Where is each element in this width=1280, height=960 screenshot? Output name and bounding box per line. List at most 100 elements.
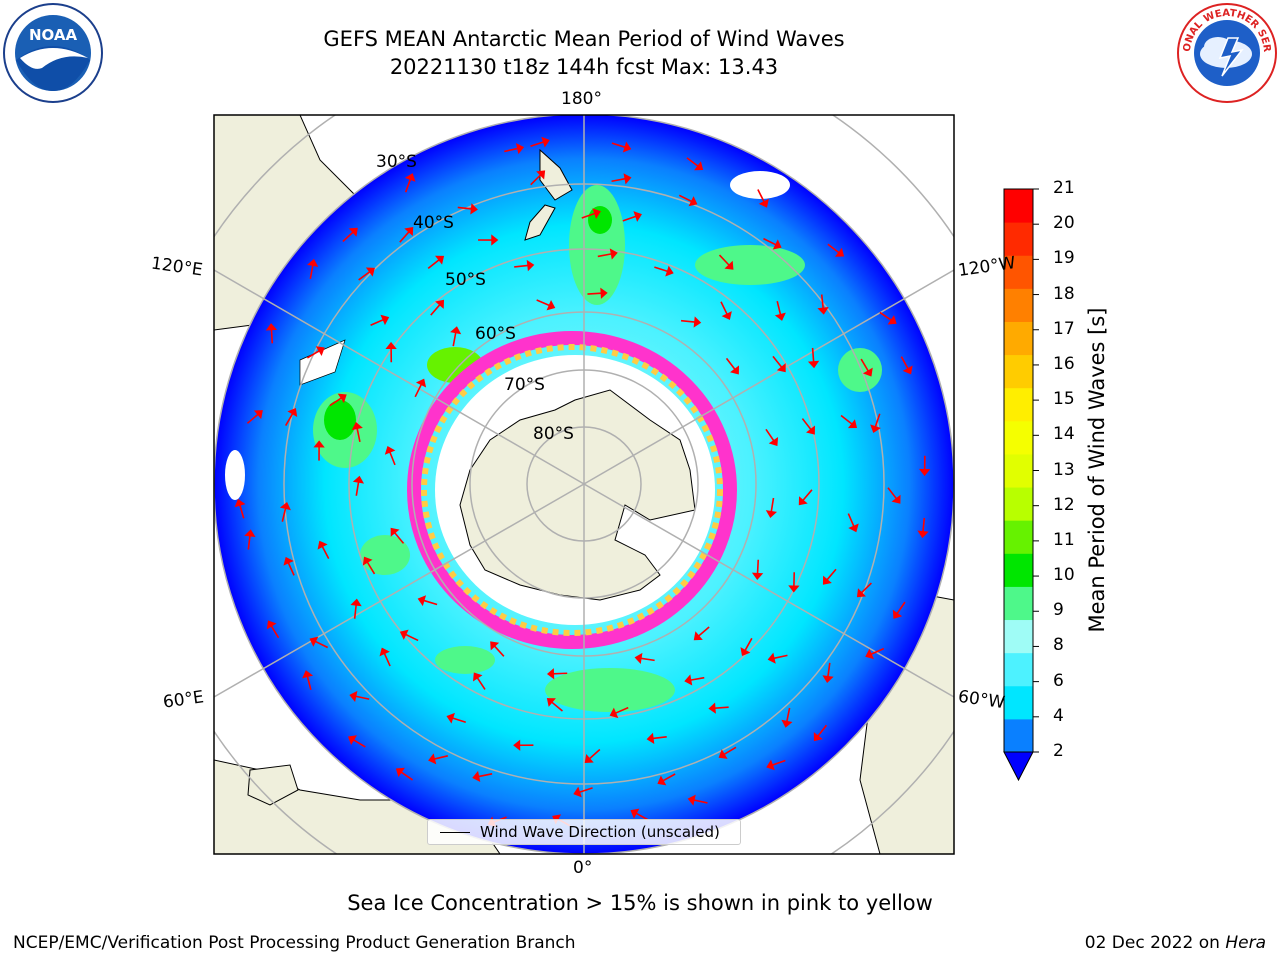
wave-direction-arrow <box>714 706 729 710</box>
wave-direction-arrow <box>246 413 259 424</box>
wave-direction-arrow <box>414 383 423 398</box>
wave-direction-arrow <box>847 513 855 527</box>
wind-wave-arrows <box>234 136 931 828</box>
wave-direction-arrowhead <box>404 173 416 182</box>
wave-direction-arrowhead <box>665 265 674 277</box>
wave-direction-arrow <box>306 676 312 691</box>
wave-direction-arrow <box>309 264 314 280</box>
wave-direction-arrowhead <box>657 775 667 786</box>
wave-direction-arrow <box>693 799 708 804</box>
wave-direction-arrow <box>615 706 629 714</box>
wave-direction-arrow <box>356 428 361 443</box>
wave-direction-arrow <box>287 562 295 576</box>
wave-direction-arrowhead <box>856 588 866 598</box>
wave-direction-arrowhead <box>380 314 390 326</box>
colorbar-tick-label: 16 <box>1053 353 1075 374</box>
wave-direction-arrowhead <box>902 365 913 375</box>
nws-logo: NATIONAL WEATHER SERVICE <box>1176 2 1277 103</box>
wave-direction-arrow <box>827 662 831 677</box>
sea-ice-note: Sea Ice Concentration > 15% is shown in … <box>347 891 933 915</box>
wave-direction-arrowhead <box>279 501 291 511</box>
wave-direction-arrow <box>725 357 736 370</box>
wave-direction-arrowhead <box>721 311 732 320</box>
wave-direction-arrowhead <box>470 203 478 215</box>
colorbar-bin <box>1004 387 1033 422</box>
colorbar-bin <box>1004 685 1033 720</box>
wave-direction-arrow <box>786 707 791 722</box>
colorbar-tick-label: 11 <box>1053 529 1075 550</box>
wave-direction-arrowhead <box>630 808 640 819</box>
wave-direction-arrowhead <box>622 141 632 153</box>
colorbar-bin <box>1004 354 1033 389</box>
colorbar-under-arrow <box>1003 751 1034 782</box>
wave-direction-arrow <box>536 299 550 307</box>
wave-direction-arrowhead <box>847 419 858 429</box>
wave-direction-arrow <box>765 428 775 442</box>
wave-direction-arrow <box>476 677 486 690</box>
wave-direction-arrow <box>690 676 705 681</box>
wave-direction-arrow <box>452 332 457 347</box>
wave-direction-arrow <box>530 141 545 147</box>
wave-direction-arrow <box>887 487 898 500</box>
colorbar-bin <box>1004 487 1033 521</box>
colorbar-tick-label: 10 <box>1053 565 1075 586</box>
colorbar-tick-label: 21 <box>1053 178 1075 198</box>
wave-direction-arrowhead <box>774 312 786 321</box>
wave-direction-arrowhead <box>708 702 716 714</box>
chart-title: GEFS MEAN Antarctic Mean Period of Wind … <box>323 27 845 51</box>
wave-direction-arrow <box>723 746 737 756</box>
wave-direction-arrowhead <box>450 326 462 335</box>
wave-direction-arrowhead <box>694 161 704 171</box>
wave-direction-arrowhead <box>399 629 409 640</box>
wave-direction-arrowhead <box>234 498 246 508</box>
wave-direction-arrow <box>772 355 783 368</box>
wave-direction-arrowhead <box>765 510 777 518</box>
colorbar-bin <box>1004 288 1033 322</box>
lat-label-70s: 70°S <box>504 375 545 395</box>
wave-direction-arrow <box>579 787 593 793</box>
wave-direction-arrow <box>870 647 885 655</box>
wave-direction-arrow <box>400 771 414 781</box>
wave-direction-arrow <box>896 601 906 615</box>
lon-label-0: 0° <box>573 858 593 878</box>
wave-direction-arrow <box>587 292 602 295</box>
wave-direction-arrow <box>757 189 765 203</box>
wave-direction-arrow <box>697 626 710 637</box>
wave-direction-arrow <box>404 178 412 193</box>
colorbar-bin <box>1004 553 1033 587</box>
wave-direction-arrowhead <box>609 707 619 719</box>
wave-direction-arrow <box>686 157 699 167</box>
wave-direction-arrowhead <box>870 424 881 433</box>
wave-direction-arrow <box>654 266 668 273</box>
wave-direction-arrow <box>342 231 354 243</box>
colorbar-tick-label: 2 <box>1053 741 1064 761</box>
wave-direction-arrow <box>874 413 881 428</box>
wave-direction-arrowhead <box>352 475 365 484</box>
wave-direction-arrow <box>662 773 676 782</box>
colorbar-bin <box>1004 255 1033 289</box>
wave-direction-arrowhead <box>740 647 751 657</box>
wave-direction-arrow <box>611 177 626 183</box>
wave-direction-arrowhead <box>526 259 535 272</box>
colorbar-bin <box>1004 652 1033 687</box>
map-frame <box>213 114 955 855</box>
wave-direction-arrow <box>452 717 466 724</box>
wave-direction-arrowhead <box>835 247 845 257</box>
colorbar-bin <box>1004 420 1033 455</box>
colorbar-tick-label: 18 <box>1053 283 1075 304</box>
wave-direction-arrowhead <box>347 735 357 746</box>
legend-label: Wind Wave Direction (unscaled) <box>480 823 720 841</box>
colorbar-bin <box>1004 222 1033 256</box>
land-antarctica <box>459 389 696 601</box>
wave-direction-arrow <box>247 535 251 550</box>
wave-direction-arrow <box>900 356 909 370</box>
wave-direction-arrow <box>553 672 568 675</box>
wave-direction-arrowhead <box>435 299 445 309</box>
colorbar-label: Mean Period of Wind Waves [s] <box>1085 307 1109 633</box>
land-madagascar <box>247 764 299 806</box>
wave-direction-arrow <box>405 633 419 642</box>
wave-direction-arrowhead <box>768 437 779 447</box>
wave-direction-arrowhead <box>687 794 696 806</box>
wave-direction-arrow <box>756 559 760 574</box>
wave-direction-arrow <box>640 657 655 662</box>
